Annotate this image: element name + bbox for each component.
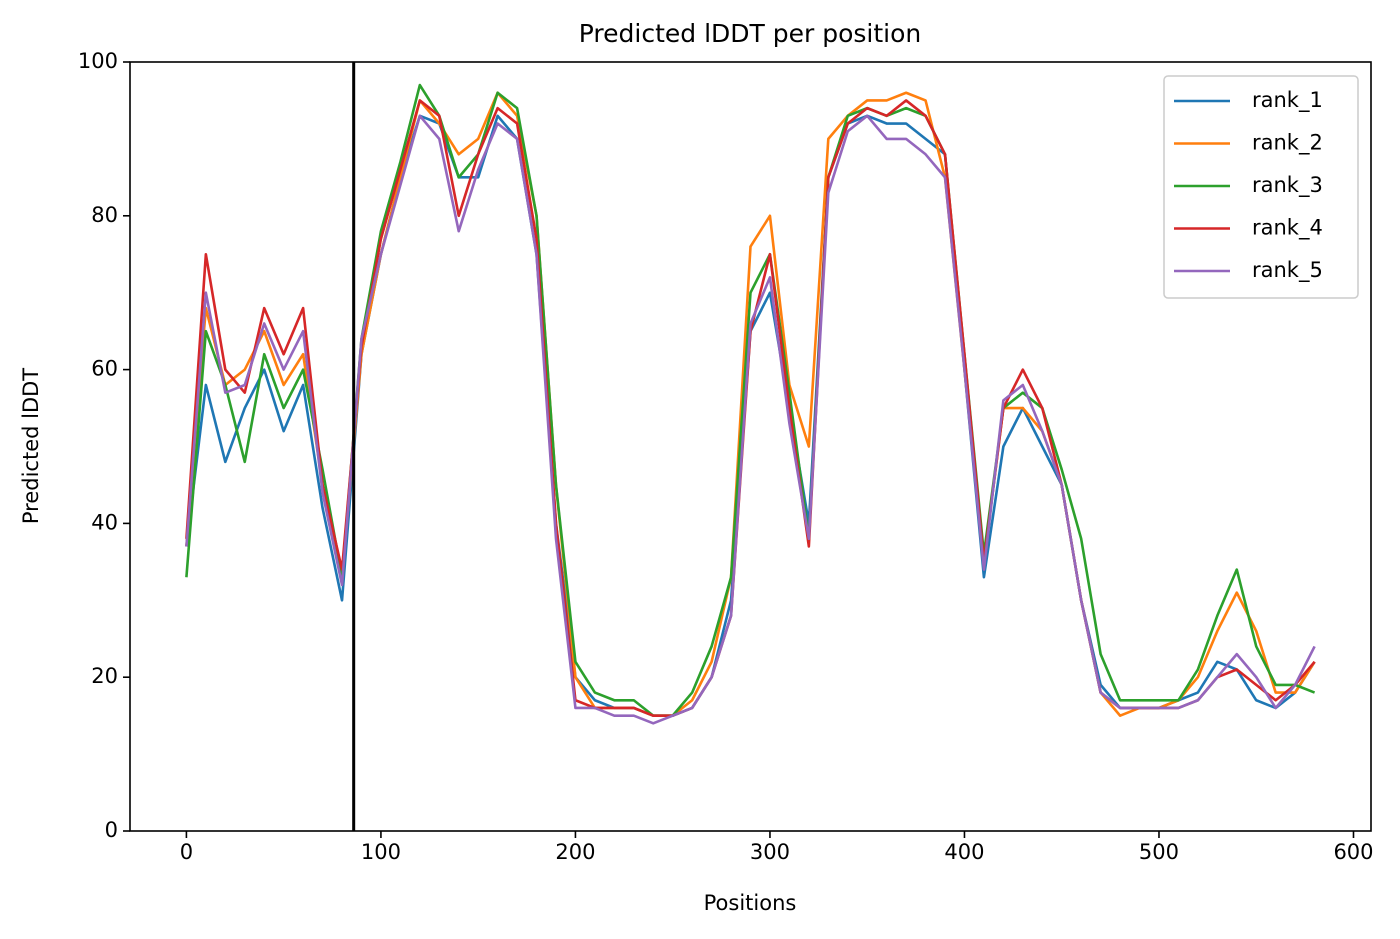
legend-box [1163,75,1359,299]
y-tick-label: 60 [91,357,118,381]
x-tick-label: 300 [750,840,790,864]
y-tick-label: 80 [91,203,118,227]
y-axis-label: Predicted lDDT [19,368,43,524]
y-tick-label: 0 [105,818,118,842]
x-tick-label: 100 [361,840,401,864]
x-tick-label: 0 [180,840,193,864]
legend-label: rank_3 [1252,173,1323,198]
legend-label: rank_5 [1252,258,1323,283]
legend-label: rank_2 [1252,131,1323,156]
x-tick-label: 600 [1333,840,1373,864]
x-tick-label: 500 [1139,840,1179,864]
legend-label: rank_1 [1252,88,1323,113]
y-tick-label: 100 [78,49,118,73]
x-tick-label: 400 [944,840,984,864]
chart-title: Predicted lDDT per position [579,19,921,48]
y-tick-label: 20 [91,664,118,688]
x-axis-label: Positions [704,891,797,915]
x-tick-label: 200 [555,840,595,864]
series-line [185,114,1316,725]
legend-label: rank_4 [1252,216,1323,241]
y-tick-label: 40 [91,510,118,534]
plot-frame [129,61,1372,832]
series-line [185,83,1316,717]
